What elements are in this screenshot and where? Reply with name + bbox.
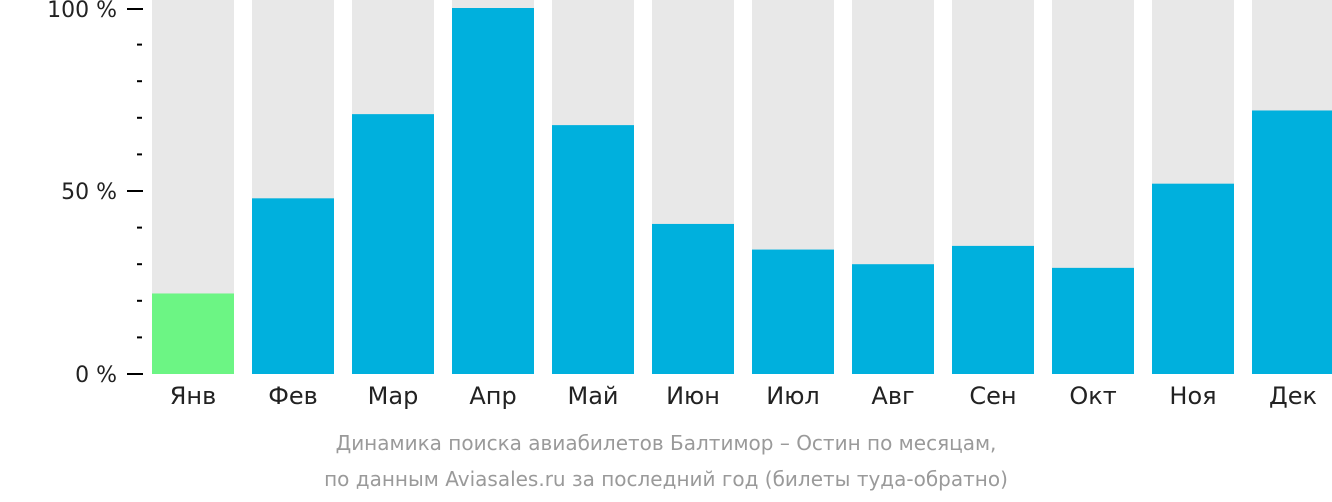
chart-caption-line-2: по данным Aviasales.ru за последний год … bbox=[324, 467, 1008, 491]
bar bbox=[1152, 183, 1234, 374]
x-tick-label: Мар bbox=[368, 382, 419, 410]
bar bbox=[952, 245, 1034, 374]
bar bbox=[752, 249, 834, 374]
bar bbox=[1252, 110, 1332, 374]
bar bbox=[1052, 267, 1134, 374]
bar bbox=[352, 114, 434, 374]
x-tick-label: Сен bbox=[969, 382, 1016, 410]
x-tick-label: Апр bbox=[469, 382, 516, 410]
bar bbox=[652, 223, 734, 374]
x-tick-label: Июн bbox=[666, 382, 720, 410]
y-tick-label: 50 % bbox=[61, 180, 117, 205]
x-tick-label: Май bbox=[567, 382, 618, 410]
y-tick-label: 100 % bbox=[47, 0, 117, 23]
bar bbox=[452, 8, 534, 374]
x-tick-label: Июл bbox=[766, 382, 820, 410]
bar bbox=[252, 198, 334, 374]
y-tick-label: 0 % bbox=[75, 363, 117, 388]
x-tick-label: Ноя bbox=[1169, 382, 1216, 410]
bar bbox=[552, 125, 634, 375]
x-tick-label: Окт bbox=[1069, 382, 1116, 410]
x-tick-label: Дек bbox=[1269, 382, 1317, 410]
bar bbox=[852, 264, 934, 374]
chart-caption-line-1: Динамика поиска авиабилетов Балтимор – О… bbox=[335, 431, 997, 455]
bar-chart: Янв Фев Мар Апр Май Июн Июл Авг Сен Окт Ноя Дек 0 % 5… bbox=[47, 0, 1332, 410]
x-tick-label: Авг bbox=[871, 382, 914, 410]
x-tick-label: Фев bbox=[268, 382, 318, 410]
bar bbox=[152, 293, 234, 374]
x-tick-label: Янв bbox=[170, 382, 217, 410]
